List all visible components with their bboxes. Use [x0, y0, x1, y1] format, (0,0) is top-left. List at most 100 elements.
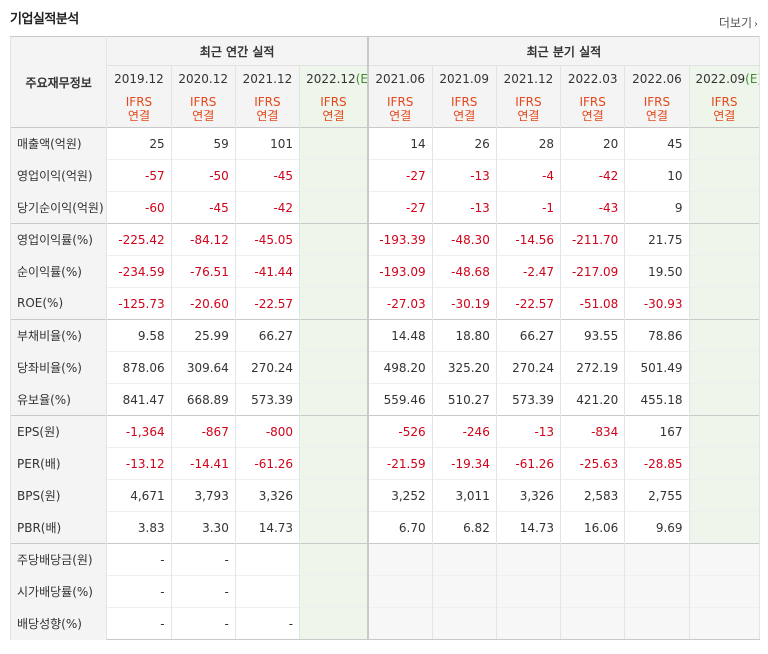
row-label: 영업이익률(%) — [9, 223, 108, 256]
ifrs-consolidated-label: IFRS 연결 — [560, 91, 626, 128]
chevron-right-icon: › — [754, 19, 758, 30]
quarter-cell: 167 — [624, 415, 690, 448]
annual-cell: -45.05 — [234, 223, 301, 256]
quarter-cell: -526 — [366, 415, 433, 448]
annual-cell: - — [170, 543, 236, 576]
quarter-cell: -27.03 — [366, 287, 433, 320]
table-row: 영업이익(억원) -57 -50 -45 -27 -13 -4 -42 10 — [9, 159, 761, 192]
quarter-cell: -43 — [560, 191, 626, 224]
quarter-cell: -834 — [560, 415, 626, 448]
quarter-cell: -13 — [431, 159, 497, 192]
quarter-cell: 20 — [560, 127, 626, 160]
quarter-cell — [688, 607, 761, 640]
quarter-cell — [495, 607, 562, 640]
estimate-tag: (E) — [745, 71, 758, 86]
annual-cell: 101 — [234, 127, 301, 160]
quarter-cell: 9 — [624, 191, 690, 224]
row-label: EPS(원) — [9, 415, 108, 448]
annual-cell: -22.57 — [234, 287, 301, 320]
annual-cell: - — [106, 607, 172, 640]
quarter-cell: -13 — [495, 415, 562, 448]
annual-cell: 59 — [170, 127, 236, 160]
annual-cell: -125.73 — [106, 287, 172, 320]
quarter-cell: -28.85 — [624, 447, 690, 480]
quarter-cell: -61.26 — [495, 447, 562, 480]
table-row: 주당배당금(원) - - — [9, 543, 761, 576]
quarter-cell: 421.20 — [560, 383, 626, 416]
annual-cell: - — [170, 575, 236, 608]
quarter-cell: -1 — [495, 191, 562, 224]
annual-cell — [299, 351, 369, 384]
quarter-cell: 6.70 — [366, 511, 433, 544]
quarter-cell: 66.27 — [495, 319, 562, 352]
annual-cell: 309.64 — [170, 351, 236, 384]
row-label: 순이익률(%) — [9, 255, 108, 288]
annual-cell: -14.41 — [170, 447, 236, 480]
quarter-cell: 3,011 — [431, 479, 497, 512]
quarter-cell: -30.93 — [624, 287, 690, 320]
quarter-cell — [688, 511, 761, 544]
quarter-period-header: 2022.09(E) — [688, 65, 761, 91]
table-row: 배당성향(%) - - - — [9, 607, 761, 640]
annual-cell — [299, 191, 369, 224]
table-row: 유보율(%) 841.47 668.89 573.39 559.46 510.27 573.… — [9, 383, 761, 416]
quarter-cell — [624, 575, 690, 608]
quarter-cell: -19.34 — [431, 447, 497, 480]
quarter-period-header: 2022.06 — [624, 65, 690, 91]
ifrs-consolidated-label: IFRS 연결 — [624, 91, 690, 128]
quarter-cell: -21.59 — [366, 447, 433, 480]
quarter-cell: 16.06 — [560, 511, 626, 544]
annual-cell: - — [106, 575, 172, 608]
quarter-cell: -2.47 — [495, 255, 562, 288]
table-row: ROE(%) -125.73 -20.60 -22.57 -27.03 -30.19 -22… — [9, 287, 761, 320]
section-title: 기업실적분석 — [10, 12, 79, 27]
quarter-cell: -193.39 — [366, 223, 433, 256]
quarter-cell: 9.69 — [624, 511, 690, 544]
quarter-cell: 21.75 — [624, 223, 690, 256]
annual-cell: 3.30 — [170, 511, 236, 544]
annual-cell — [299, 511, 369, 544]
quarter-cell: -4 — [495, 159, 562, 192]
row-label: BPS(원) — [9, 479, 108, 512]
row-label: 영업이익(억원) — [9, 159, 108, 192]
annual-cell: 878.06 — [106, 351, 172, 384]
annual-cell — [299, 607, 369, 640]
quarter-cell — [495, 543, 562, 576]
annual-cell: -61.26 — [234, 447, 301, 480]
annual-cell: 668.89 — [170, 383, 236, 416]
table-row: PER(배) -13.12 -14.41 -61.26 -21.59 -19.34 -61.… — [9, 447, 761, 480]
quarter-cell: 28 — [495, 127, 562, 160]
row-label: 배당성향(%) — [9, 607, 108, 640]
more-label: 더보기 — [718, 16, 752, 30]
quarter-cell — [688, 351, 761, 384]
annual-cell: - — [170, 607, 236, 640]
quarter-cell: 6.82 — [431, 511, 497, 544]
annual-cell: - — [106, 543, 172, 576]
quarter-cell: 18.80 — [431, 319, 497, 352]
row-label: ROE(%) — [9, 287, 108, 320]
ifrs-consolidated-label: IFRS 연결 — [688, 91, 761, 128]
quarter-cell — [688, 383, 761, 416]
annual-cell: -42 — [234, 191, 301, 224]
annual-cell — [299, 383, 369, 416]
quarter-cell: 14.48 — [366, 319, 433, 352]
quarter-cell — [688, 191, 761, 224]
quarter-cell: 3,326 — [495, 479, 562, 512]
table-row: 매출액(억원) 25 59 101 14 26 28 20 45 — [9, 127, 761, 160]
annual-cell: 3,326 — [234, 479, 301, 512]
annual-cell: 270.24 — [234, 351, 301, 384]
annual-cell: -867 — [170, 415, 236, 448]
quarter-cell: -14.56 — [495, 223, 562, 256]
quarter-cell — [688, 159, 761, 192]
row-label: 주당배당금(원) — [9, 543, 108, 576]
table-row: 시가배당률(%) - - — [9, 575, 761, 608]
annual-cell — [299, 159, 369, 192]
annual-cell: -1,364 — [106, 415, 172, 448]
quarter-cell — [431, 543, 497, 576]
annual-group-header: 최근 연간 실적 — [106, 36, 369, 66]
quarter-cell — [688, 447, 761, 480]
table-row: 영업이익률(%) -225.42 -84.12 -45.05 -193.39 -48.30… — [9, 223, 761, 256]
more-link[interactable]: 더보기 › — [719, 14, 758, 31]
annual-cell — [234, 575, 301, 608]
annual-cell: -76.51 — [170, 255, 236, 288]
